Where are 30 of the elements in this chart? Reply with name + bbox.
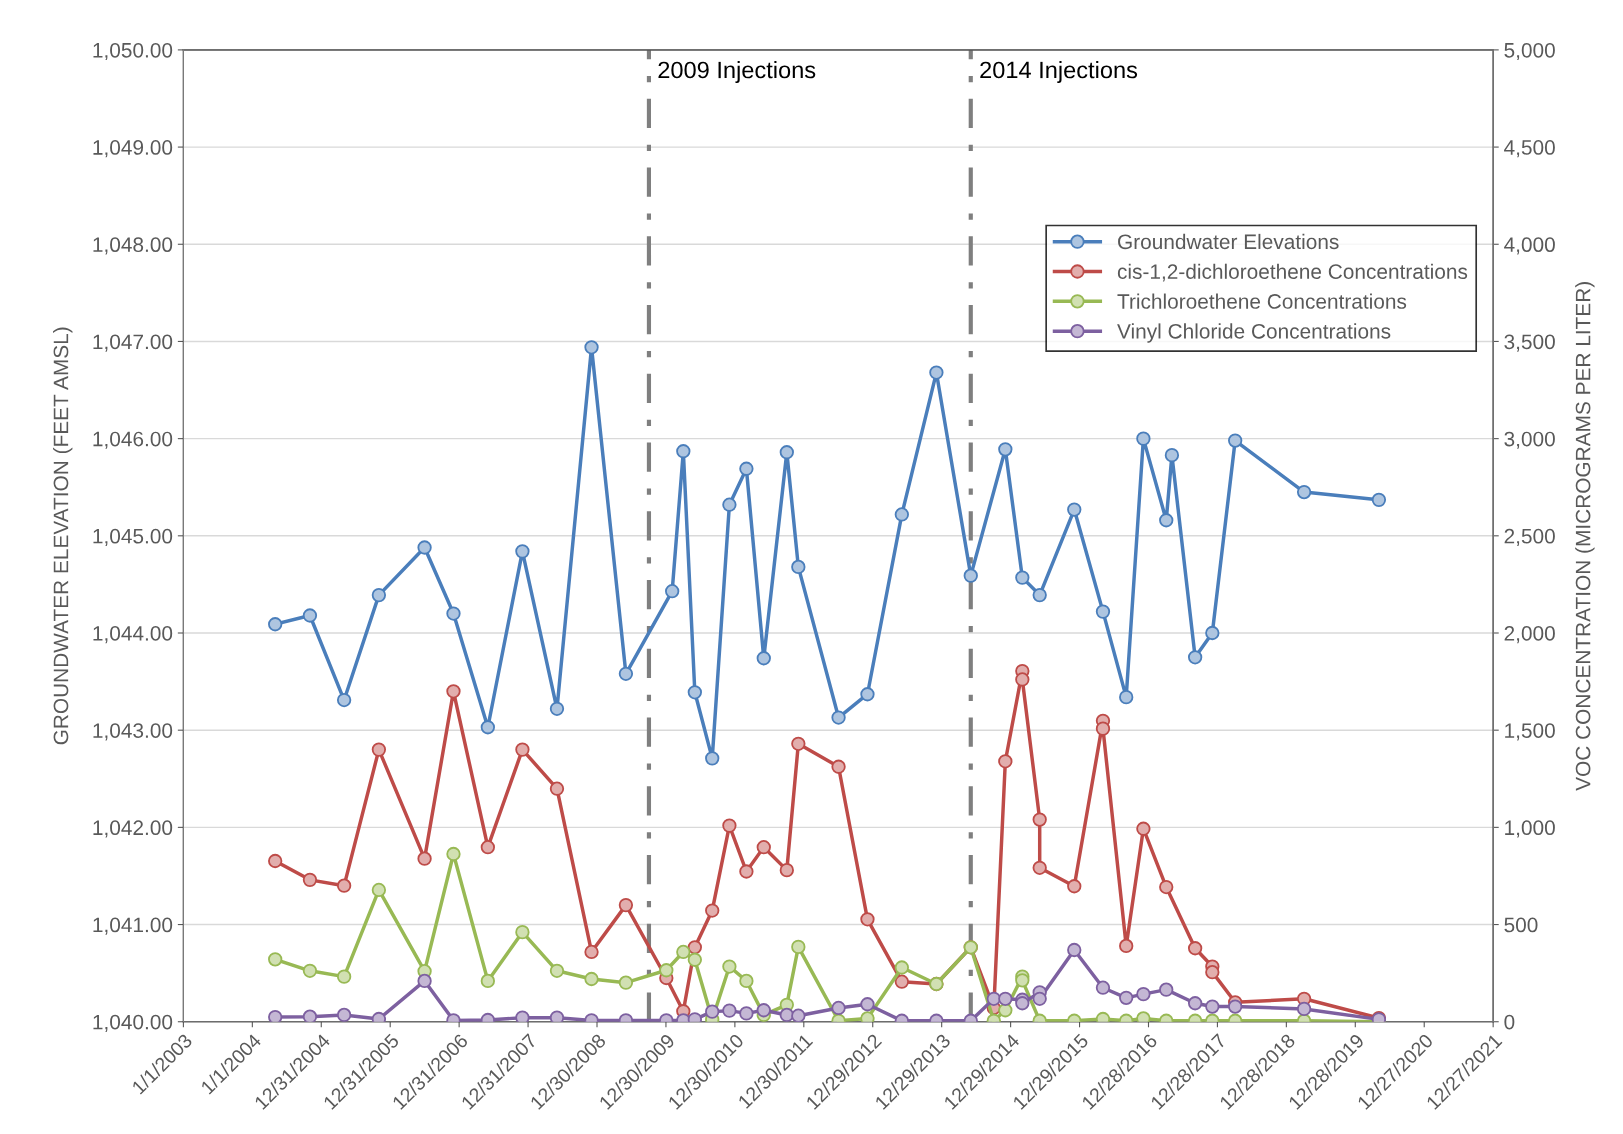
y-tick-label: 1,041.00 bbox=[93, 917, 173, 935]
y2-tick-label: 2,000 bbox=[1504, 626, 1555, 644]
ref-line-label: 2014 Injections bbox=[980, 61, 1138, 84]
y2-tick-label: 1,000 bbox=[1505, 820, 1555, 838]
y2-tick-label: 2,500 bbox=[1504, 528, 1555, 547]
y2-tick-label: 500 bbox=[1504, 917, 1538, 933]
y-tick-label: 1,043.00 bbox=[93, 723, 173, 741]
y-tick-label: 1,049.00 bbox=[93, 140, 173, 158]
y-tick-label: 1,048.00 bbox=[93, 237, 173, 255]
y2-tick-label: 5,000 bbox=[1504, 42, 1555, 61]
y2-tick-label: 4,000 bbox=[1504, 237, 1555, 255]
y-tick-label: 1,046.00 bbox=[93, 431, 173, 449]
y-tick-label: 1,050.00 bbox=[93, 42, 173, 61]
y2-axis-title: VOC CONCENTRATION (MICROGRAMS PER LITER) bbox=[1575, 282, 1595, 791]
legend-label: cis-1,2-dichloroethene Concentrations bbox=[1117, 263, 1468, 282]
y2-tick-label: 0 bbox=[1504, 1014, 1515, 1030]
legend-label: Trichloroethene Concentrations bbox=[1117, 293, 1407, 309]
y2-tick-label: 4,500 bbox=[1504, 140, 1555, 158]
y-tick-label: 1,045.00 bbox=[93, 528, 173, 547]
y2-tick-label: 1,500 bbox=[1505, 723, 1555, 741]
legend-label: Groundwater Elevations bbox=[1118, 233, 1339, 250]
y2-tick-label: 3,000 bbox=[1504, 431, 1555, 449]
y2-tick-label: 3,500 bbox=[1504, 334, 1555, 352]
y-tick-label: 1,042.00 bbox=[93, 820, 173, 838]
ref-line-label: 2009 Injections bbox=[658, 61, 816, 84]
y-tick-label: 1,047.00 bbox=[93, 334, 173, 352]
y-tick-label: 1,040.00 bbox=[93, 1014, 173, 1032]
y-axis-title: GROUNDWATER ELEVATION (FEET AMSL) bbox=[53, 327, 73, 745]
y-tick-label: 1,044.00 bbox=[93, 626, 173, 644]
legend-label: Vinyl Chloride Concentrations bbox=[1117, 323, 1391, 343]
